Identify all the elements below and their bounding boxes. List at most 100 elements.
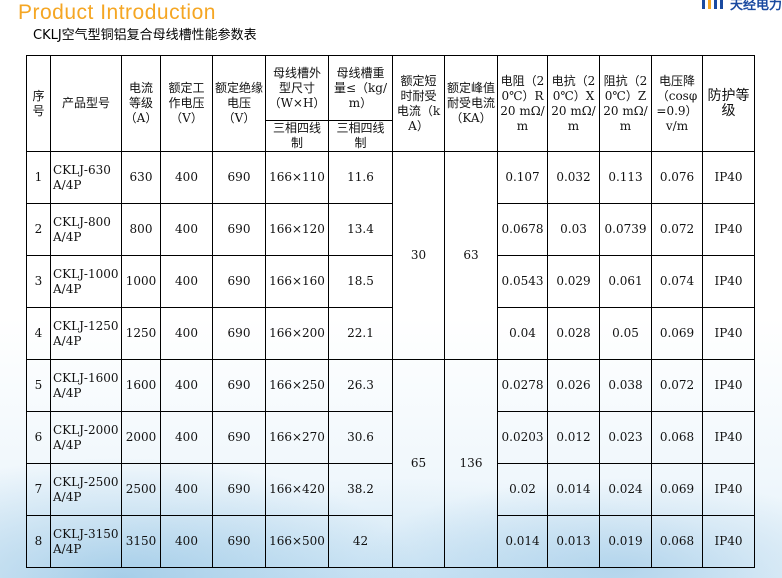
header-size: 母线槽外型尺寸（W×H）	[265, 55, 329, 121]
cell-z: 0.023	[599, 411, 652, 464]
cell-z: 0.0739	[599, 203, 652, 256]
cell-r: 0.02	[497, 463, 548, 516]
cell-insul_v: 690	[212, 515, 266, 568]
header-work-voltage: 额定工作电压（V）	[160, 55, 213, 152]
cell-size: 166×500	[265, 515, 329, 568]
cell-no: 7	[26, 463, 51, 516]
cell-no: 6	[26, 411, 51, 464]
cell-current: 1000	[121, 255, 161, 308]
cell-ip: IP40	[702, 515, 755, 568]
cell-model: CKLJ-1250A/4P	[50, 307, 122, 360]
cell-work_v: 400	[160, 411, 213, 464]
cell-r: 0.04	[497, 307, 548, 360]
cell-work_v: 400	[160, 359, 213, 412]
cell-r: 0.0278	[497, 359, 548, 412]
cell-ip: IP40	[702, 151, 755, 204]
cell-work_v: 400	[160, 255, 213, 308]
header-insulation-voltage: 额定绝缘电压（V）	[212, 55, 266, 152]
cell-current: 1600	[121, 359, 161, 412]
cell-insul_v: 690	[212, 411, 266, 464]
cell-weight: 22.1	[328, 307, 393, 360]
table-row: 1 CKLJ-630A/4P 630 400 690 166×110 11.6 30 63 0.1…	[26, 151, 755, 360]
cell-z: 0.024	[599, 463, 652, 516]
cell-insul_v: 690	[212, 307, 266, 360]
cell-x: 0.013	[547, 515, 600, 568]
cell-model: CKLJ-2500A/4P	[50, 463, 122, 516]
cell-size: 166×120	[265, 203, 329, 256]
cell-z: 0.061	[599, 255, 652, 308]
cell-r: 0.014	[497, 515, 548, 568]
cell-size: 166×110	[265, 151, 329, 204]
header-no: 序号	[26, 55, 51, 152]
cell-drop: 0.069	[651, 307, 703, 360]
header-impedance: 阻抗（20℃）Z20 mΩ/m	[599, 55, 652, 152]
cell-ip: IP40	[702, 463, 755, 516]
cell-current: 800	[121, 203, 161, 256]
header-ip: 防护等级	[702, 55, 755, 152]
cell-x: 0.012	[547, 411, 600, 464]
cell-drop: 0.072	[651, 359, 703, 412]
cell-current: 2500	[121, 463, 161, 516]
cell-drop: 0.069	[651, 463, 703, 516]
cell-no: 4	[26, 307, 51, 360]
cell-current: 3150	[121, 515, 161, 568]
cell-weight: 13.4	[328, 203, 393, 256]
cell-drop: 0.068	[651, 515, 703, 568]
header-weight: 母线槽重量≤（kg/m）	[328, 55, 393, 121]
cell-weight: 11.6	[328, 151, 393, 204]
table-title: CKLJ空气型铜铝复合母线槽性能参数表	[33, 28, 257, 43]
cell-no: 1	[26, 151, 51, 204]
cell-drop: 0.076	[651, 151, 703, 204]
cell-model: CKLJ-3150A/4P	[50, 515, 122, 568]
cell-no: 5	[26, 359, 51, 412]
header-short-current: 额定短时耐受电流（kA）	[392, 55, 445, 152]
cell-model: CKLJ-1000A/4P	[50, 255, 122, 308]
cell-r: 0.0203	[497, 411, 548, 464]
cell-ip: IP40	[702, 307, 755, 360]
cell-size: 166×160	[265, 255, 329, 308]
cell-z: 0.05	[599, 307, 652, 360]
cell-no: 2	[26, 203, 51, 256]
table-row: 4 CKLJ-1250A/4P 1250 400 690 166×200 22.1 0.04 0…	[26, 307, 755, 360]
header-resistance: 电阻（20℃）R20 mΩ/m	[497, 55, 548, 152]
cell-size: 166×200	[265, 307, 329, 360]
table-row: 8 CKLJ-3150A/4P 3150 400 690 166×500 42 0.014 0.…	[26, 515, 755, 568]
cell-x: 0.014	[547, 463, 600, 516]
parameter-table: 序号 产品型号 电流等级（A） 额定工作电压（V） 额定绝缘电压（V） 母线槽外…	[26, 55, 755, 568]
cell-z: 0.019	[599, 515, 652, 568]
cell-x: 0.032	[547, 151, 600, 204]
cell-x: 0.028	[547, 307, 600, 360]
header-peak-current: 额定峰值耐受电流（KA）	[444, 55, 498, 152]
cell-r: 0.0678	[497, 203, 548, 256]
cell-z: 0.113	[599, 151, 652, 204]
cell-work_v: 400	[160, 463, 213, 516]
cell-drop: 0.074	[651, 255, 703, 308]
cell-insul_v: 690	[212, 359, 266, 412]
cell-ip: IP40	[702, 255, 755, 308]
header-voltage-drop: 电压降（cosφ=0.9）v/m	[651, 55, 703, 152]
cell-insul_v: 690	[212, 203, 266, 256]
cell-current: 2000	[121, 411, 161, 464]
page-title: Product Introduction	[18, 1, 216, 24]
cell-r: 0.0543	[497, 255, 548, 308]
cell-x: 0.03	[547, 203, 600, 256]
cell-drop: 0.068	[651, 411, 703, 464]
cell-no: 3	[26, 255, 51, 308]
cell-weight: 42	[328, 515, 393, 568]
table-row: 7 CKLJ-2500A/4P 2500 400 690 166×420 38.2 0.02 0…	[26, 463, 755, 516]
cell-weight: 18.5	[328, 255, 393, 308]
cell-no: 8	[26, 515, 51, 568]
cell-x: 0.029	[547, 255, 600, 308]
header-sub-size: 三相四线制	[265, 120, 329, 152]
cell-peak: 63	[444, 151, 498, 360]
cell-ip: IP40	[702, 203, 755, 256]
cell-short: 30	[392, 151, 445, 360]
cell-current: 630	[121, 151, 161, 204]
cell-weight: 26.3	[328, 359, 393, 412]
cell-ip: IP40	[702, 359, 755, 412]
cell-model: CKLJ-800A/4P	[50, 203, 122, 256]
cell-current: 1250	[121, 307, 161, 360]
cell-work_v: 400	[160, 307, 213, 360]
cell-short: 65	[392, 359, 445, 568]
cell-model: CKLJ-1600A/4P	[50, 359, 122, 412]
